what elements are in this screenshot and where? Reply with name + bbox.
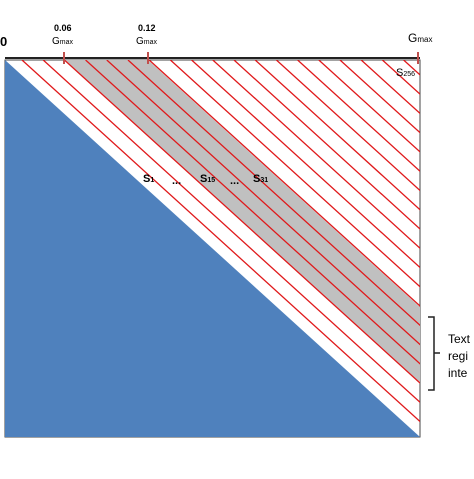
tick-unit: Gmax — [52, 36, 74, 47]
s-label: S1 — [143, 173, 154, 185]
sub: 31 — [260, 177, 268, 184]
ellipsis: ... — [230, 175, 239, 187]
stripe-line — [127, 60, 420, 327]
s-labels: S1 ... S15 ... S31 — [143, 173, 268, 187]
blue-triangle — [5, 60, 420, 437]
sub: max — [60, 39, 74, 46]
stripe-line — [85, 60, 420, 365]
symbol: ... — [230, 175, 239, 187]
stripe-line — [63, 60, 420, 384]
s-label: S31 — [253, 173, 268, 185]
stripe-line — [21, 60, 420, 423]
symbol: G — [52, 36, 60, 47]
s-label: S15 — [200, 173, 215, 185]
stripe-line — [212, 60, 420, 250]
stripe-line — [191, 60, 420, 269]
ellipsis: ... — [172, 175, 181, 187]
symbol: S — [253, 173, 260, 185]
sub: max — [417, 35, 432, 44]
stripe-line — [42, 60, 420, 404]
sub: 1 — [150, 177, 154, 184]
symbol: G — [136, 36, 144, 47]
bracket — [428, 316, 440, 391]
side-text: Text — [448, 332, 471, 346]
symbol: S — [396, 67, 403, 79]
stripe-line — [275, 60, 420, 192]
side-text: regi — [448, 349, 468, 363]
tick-value: 0.12 — [138, 23, 156, 33]
stripe-line — [297, 60, 420, 173]
end-label: Gmax — [408, 31, 432, 45]
sub: max — [144, 39, 158, 46]
symbol: S — [200, 173, 207, 185]
symbol: G — [408, 31, 417, 45]
origin-label: 0 — [0, 34, 7, 49]
stripe-line — [148, 60, 420, 307]
sub: 15 — [207, 177, 215, 184]
corner-label: S256 — [396, 67, 415, 79]
stripe-line — [339, 60, 420, 134]
tick-unit: Gmax — [136, 36, 158, 47]
stripe-line — [169, 60, 420, 288]
stripe-line — [106, 60, 420, 346]
symbol: S — [143, 173, 150, 185]
sub: 256 — [403, 71, 415, 78]
side-text: inte — [448, 366, 468, 380]
symbol: ... — [172, 175, 181, 187]
stripe-line — [233, 60, 420, 230]
stripes — [21, 60, 420, 423]
tick-value: 0.06 — [54, 23, 72, 33]
stripe-line — [254, 60, 420, 211]
stripe-line — [318, 60, 420, 153]
